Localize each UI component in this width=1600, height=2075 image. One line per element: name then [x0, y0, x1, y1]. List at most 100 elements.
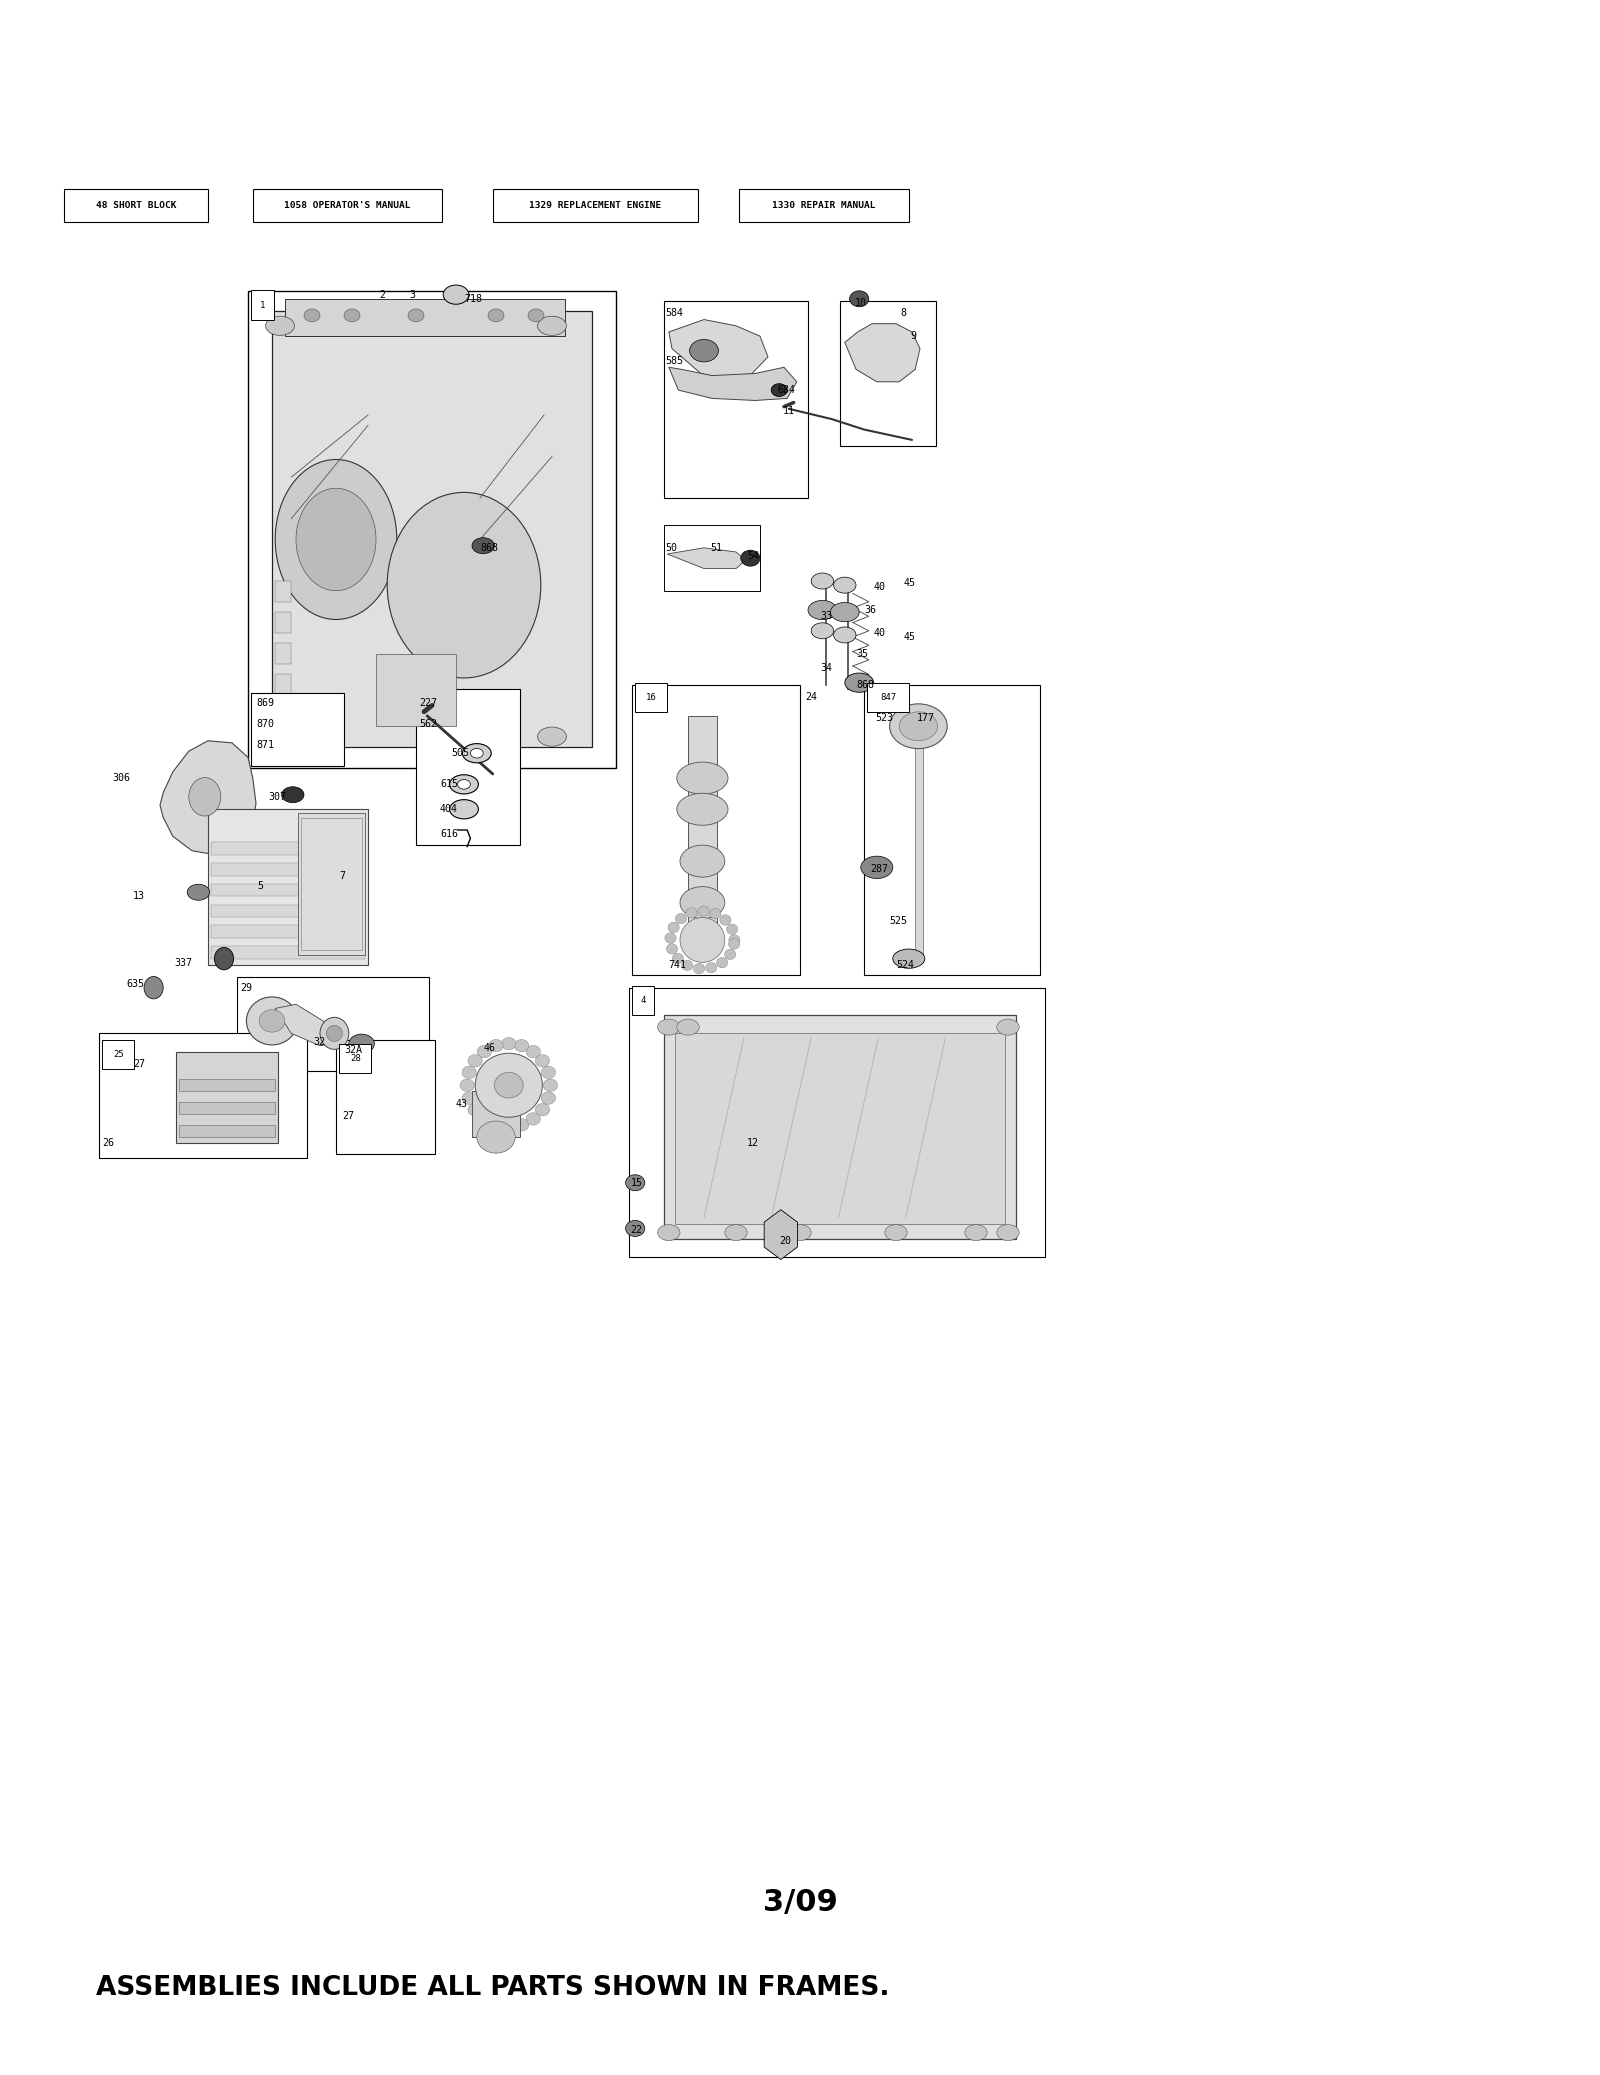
Bar — [237, 977, 429, 1071]
Text: 2: 2 — [379, 290, 386, 299]
Bar — [339, 1044, 371, 1073]
Text: 4: 4 — [640, 996, 646, 1004]
Bar — [840, 301, 936, 446]
Ellipse shape — [726, 923, 738, 934]
Ellipse shape — [282, 786, 304, 803]
Text: 3/09: 3/09 — [763, 1888, 837, 1917]
Ellipse shape — [680, 886, 725, 919]
Ellipse shape — [296, 488, 376, 591]
Text: 7: 7 — [339, 872, 346, 880]
Bar — [664, 301, 808, 498]
Ellipse shape — [462, 743, 491, 764]
Text: 25: 25 — [114, 1050, 123, 1058]
Ellipse shape — [304, 309, 320, 322]
Text: 227: 227 — [419, 699, 437, 708]
Bar — [629, 988, 1045, 1257]
Ellipse shape — [515, 1118, 530, 1131]
Ellipse shape — [488, 309, 504, 322]
Bar — [664, 525, 760, 591]
Bar — [179, 1125, 275, 1137]
Ellipse shape — [808, 600, 837, 620]
Text: 34: 34 — [821, 664, 834, 672]
Text: 43: 43 — [456, 1100, 467, 1108]
Ellipse shape — [675, 913, 686, 923]
Ellipse shape — [725, 1224, 747, 1241]
Ellipse shape — [728, 934, 739, 946]
Text: 871: 871 — [256, 741, 274, 749]
Bar — [275, 643, 291, 664]
Text: 1058 OPERATOR'S MANUAL: 1058 OPERATOR'S MANUAL — [283, 201, 411, 210]
Ellipse shape — [461, 1079, 474, 1091]
Ellipse shape — [526, 1046, 541, 1058]
Ellipse shape — [320, 1017, 349, 1050]
Text: 3: 3 — [410, 290, 416, 299]
Ellipse shape — [997, 1019, 1019, 1035]
Text: 15: 15 — [630, 1179, 642, 1187]
Bar — [64, 189, 208, 222]
Text: 36: 36 — [864, 606, 877, 614]
Bar — [635, 683, 667, 712]
Bar — [688, 716, 717, 955]
Bar — [211, 925, 365, 938]
Text: 524: 524 — [896, 961, 914, 969]
Ellipse shape — [666, 934, 677, 944]
Ellipse shape — [658, 1019, 680, 1035]
Text: 33: 33 — [821, 612, 834, 620]
Ellipse shape — [502, 1038, 515, 1050]
Ellipse shape — [698, 907, 709, 917]
Bar — [99, 1033, 307, 1158]
Text: 8: 8 — [901, 309, 907, 317]
Bar — [176, 1052, 278, 1143]
Bar — [376, 654, 456, 726]
Text: 1329 REPLACEMENT ENGINE: 1329 REPLACEMENT ENGINE — [530, 201, 661, 210]
Ellipse shape — [387, 492, 541, 679]
Text: 337: 337 — [174, 959, 192, 967]
Text: 525: 525 — [890, 917, 907, 925]
Bar — [253, 189, 442, 222]
Ellipse shape — [669, 921, 680, 932]
Ellipse shape — [443, 284, 469, 305]
Text: 27: 27 — [342, 1112, 355, 1120]
Bar — [179, 1079, 275, 1091]
Ellipse shape — [725, 948, 736, 959]
Text: 5: 5 — [258, 882, 264, 890]
Text: 615: 615 — [440, 780, 458, 788]
Text: 35: 35 — [856, 649, 867, 658]
Ellipse shape — [834, 627, 856, 643]
Ellipse shape — [965, 1224, 987, 1241]
Ellipse shape — [462, 1067, 477, 1079]
Bar — [416, 689, 520, 845]
Text: 562: 562 — [419, 720, 437, 728]
Text: 684: 684 — [778, 386, 795, 394]
Ellipse shape — [626, 1220, 645, 1237]
Ellipse shape — [266, 726, 294, 747]
Bar — [251, 290, 274, 320]
Ellipse shape — [541, 1067, 555, 1079]
Ellipse shape — [477, 1120, 515, 1154]
Text: 22: 22 — [630, 1226, 642, 1235]
Ellipse shape — [834, 577, 856, 593]
Ellipse shape — [666, 944, 677, 954]
Text: 307: 307 — [269, 793, 286, 801]
Text: 48 SHORT BLOCK: 48 SHORT BLOCK — [96, 201, 176, 210]
Ellipse shape — [515, 1040, 530, 1052]
Bar — [272, 311, 592, 747]
Ellipse shape — [187, 884, 210, 901]
Bar — [472, 1091, 520, 1137]
Text: 20: 20 — [779, 1237, 790, 1245]
Ellipse shape — [626, 1174, 645, 1191]
Ellipse shape — [677, 762, 728, 795]
Ellipse shape — [885, 1224, 907, 1241]
Bar — [179, 1102, 275, 1114]
Ellipse shape — [706, 963, 717, 973]
Ellipse shape — [677, 793, 728, 826]
Polygon shape — [275, 1004, 346, 1046]
Text: 40: 40 — [874, 629, 886, 637]
Text: 523: 523 — [875, 714, 893, 722]
Ellipse shape — [997, 1224, 1019, 1241]
Text: 404: 404 — [440, 805, 458, 813]
Bar — [864, 685, 1040, 975]
Ellipse shape — [789, 1224, 811, 1241]
Bar — [211, 946, 365, 959]
Bar — [867, 683, 909, 712]
